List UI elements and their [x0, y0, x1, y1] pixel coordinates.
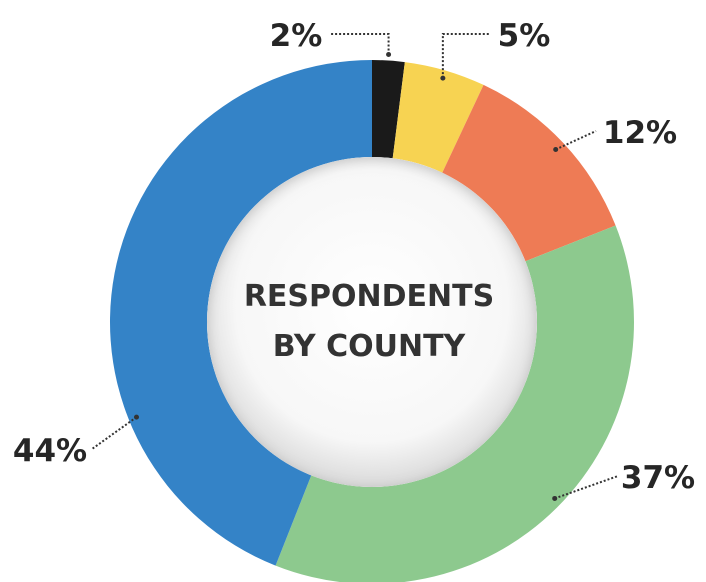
slice-label: 44%	[13, 433, 87, 469]
leader-dot	[133, 414, 139, 420]
donut-slice	[275, 225, 634, 582]
leader-dot	[440, 75, 446, 81]
chart-title-line-2: BY COUNTY	[273, 329, 467, 364]
donut-slice	[372, 60, 405, 159]
leader-line	[555, 130, 597, 151]
donut-hole	[207, 157, 537, 487]
donut-slice	[109, 60, 373, 566]
slice-label: 37%	[621, 460, 695, 496]
leader-dot	[553, 146, 559, 152]
leader-line	[441, 33, 490, 79]
leader-line	[554, 475, 619, 500]
donut-slice	[392, 62, 484, 173]
leader-dot	[386, 52, 392, 58]
donut-slices	[109, 60, 634, 582]
leader-lines	[91, 33, 619, 501]
leader-line	[330, 33, 390, 55]
leader-line	[91, 416, 138, 450]
slice-label: 2%	[270, 18, 323, 54]
slice-label: 12%	[603, 115, 677, 151]
slice-label: 5%	[498, 18, 551, 54]
chart-title-line-1: RESPONDENTS	[244, 279, 494, 314]
donut-slice	[442, 84, 616, 262]
slice-labels: 2% 5% 12% 37% 44%	[13, 18, 695, 496]
leader-dot	[552, 495, 558, 501]
